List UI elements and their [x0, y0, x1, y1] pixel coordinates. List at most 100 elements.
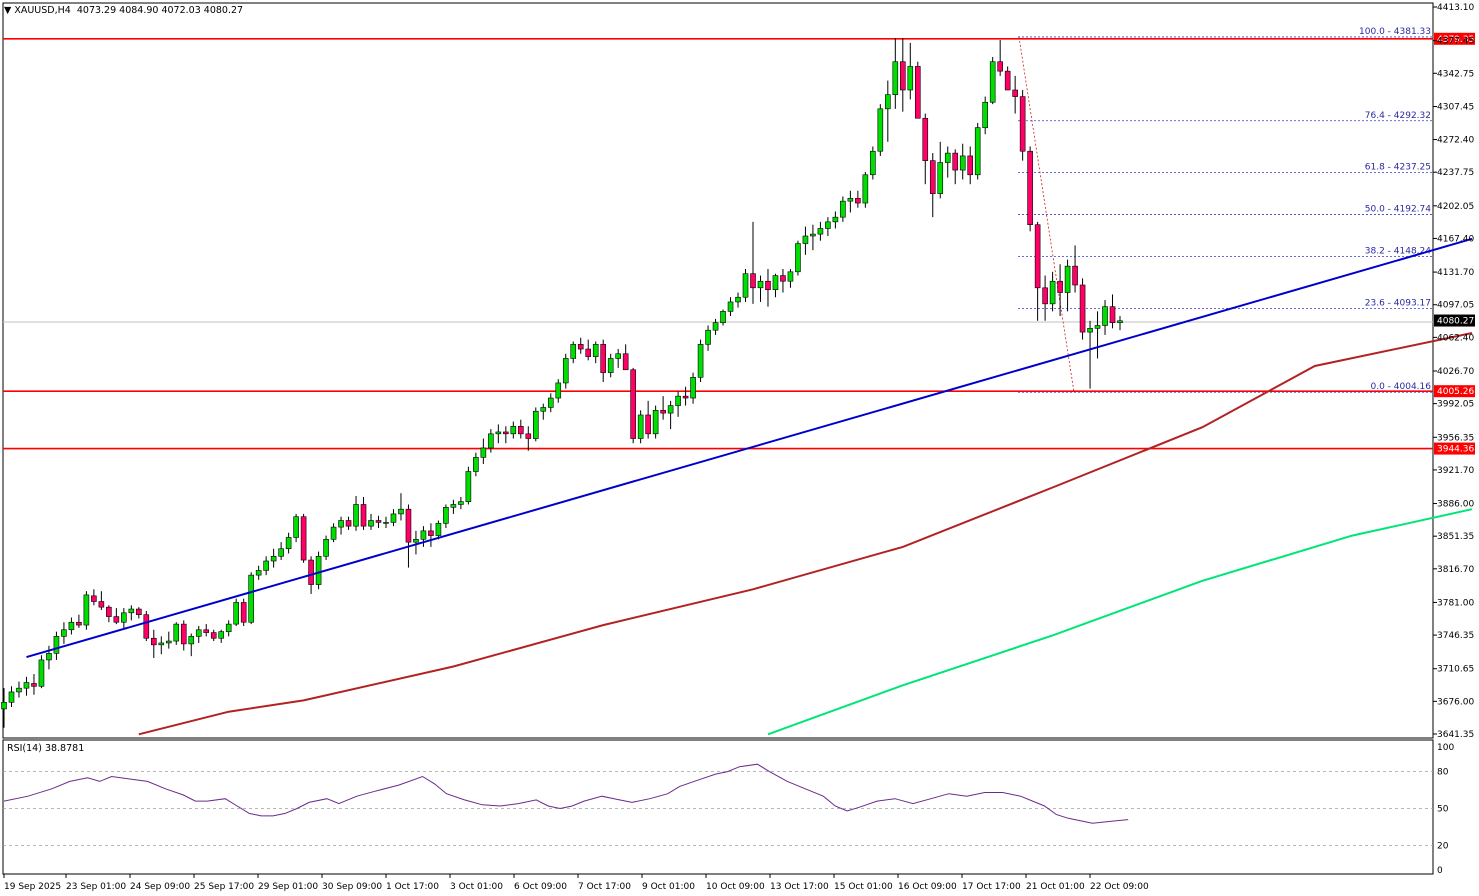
time-tick-label: 10 Oct 09:00 [706, 882, 765, 892]
candle-body [38, 659, 45, 687]
candle-body [76, 621, 82, 626]
candle-body [907, 66, 914, 91]
price-tick-label: 3886.00 [1437, 500, 1474, 510]
horizontal-levels: 4379.35 4005.26 3944.36 4080.27 [3, 32, 1475, 455]
header-triangle-icon[interactable]: ▼ [4, 5, 12, 16]
candle-body [1087, 328, 1093, 333]
price-tick-label: 4131.70 [1437, 268, 1474, 278]
time-tick-label: 6 Oct 09:00 [514, 882, 567, 892]
ascending-trendline[interactable] [26, 237, 1473, 659]
candle-body [877, 108, 884, 152]
candle-body [720, 311, 726, 323]
candle-body [825, 221, 831, 229]
candle-body [136, 608, 142, 615]
candle-body [375, 520, 382, 523]
candle-body [143, 614, 150, 639]
candle-body [518, 425, 524, 435]
candle-body [810, 233, 816, 237]
candle-body [210, 632, 217, 639]
candle-body [802, 235, 809, 244]
price-tick-label: 3641.35 [1437, 730, 1474, 740]
price-tick-label: 4342.75 [1437, 69, 1474, 79]
candle-body [637, 414, 644, 439]
candle-body [405, 508, 412, 543]
rsi-frame [2, 739, 1434, 875]
candle-body [255, 570, 262, 576]
candle-body [98, 601, 105, 608]
candle-body [997, 61, 1003, 72]
candle-body [1042, 287, 1048, 305]
candle-body [607, 358, 614, 373]
candle-body [562, 358, 569, 384]
candle-body [383, 522, 389, 524]
candle-body [982, 101, 988, 128]
price-tick-label: 3781.00 [1437, 598, 1474, 608]
candle-body [525, 433, 532, 439]
candle-body [480, 447, 487, 458]
candle-body [577, 344, 584, 350]
price-tick-label: 4237.75 [1437, 168, 1474, 178]
current-price-label: 4080.27 [1437, 317, 1474, 327]
price-tick-label: 3851.35 [1437, 532, 1474, 542]
rsi-tick-label: 50 [1437, 805, 1449, 815]
candle-body [750, 273, 756, 289]
price-tick-label: 4202.05 [1437, 202, 1474, 212]
candle-body [727, 301, 734, 312]
time-tick-label: 13 Oct 17:00 [770, 882, 829, 892]
price-tick-label: 3921.70 [1437, 466, 1474, 476]
price-tick-label: 3956.35 [1437, 433, 1474, 443]
candle-body [435, 523, 442, 536]
chart-header: ▼ XAUUSD,H4 4073.29 4084.90 4072.03 4080… [4, 5, 243, 16]
candle-body [188, 636, 195, 645]
time-tick-label: 19 Sep 2025 [4, 882, 61, 892]
price-tick-label: 4097.05 [1437, 301, 1474, 311]
candle-body [233, 602, 239, 625]
level-price-box [1434, 32, 1475, 45]
candle-body [712, 322, 719, 331]
candle-body [892, 61, 899, 96]
candle-body [622, 353, 629, 371]
candle-body [165, 640, 172, 644]
candle-body [458, 501, 464, 505]
level-price-box [1434, 385, 1475, 398]
candle-body [91, 595, 97, 602]
candle-body [53, 636, 60, 654]
candle-body [952, 152, 959, 171]
candle-body [195, 629, 202, 637]
level-price-label: 3944.36 [1437, 445, 1474, 455]
candle-body [46, 653, 52, 661]
candle-body [488, 433, 494, 449]
candle-body [855, 198, 861, 204]
candle-body [847, 198, 854, 202]
candle-body [630, 369, 636, 439]
candle-body [660, 409, 666, 414]
candle-body [248, 574, 254, 623]
candle-body [308, 559, 314, 585]
candle-body [173, 623, 180, 642]
candle-body [218, 631, 225, 639]
candle-body [23, 682, 30, 689]
fib-level-label: 23.6 - 4093.17 [1365, 298, 1431, 308]
candle-body [645, 414, 651, 435]
price-tick-label: 3816.70 [1437, 565, 1474, 575]
candle-body [398, 508, 404, 515]
trendline-group[interactable] [26, 237, 1473, 659]
candle-body [757, 280, 764, 289]
candle-body [832, 216, 839, 223]
time-tick-label: 16 Oct 09:00 [898, 882, 957, 892]
candle-body [278, 548, 284, 557]
candle-body [503, 431, 509, 435]
candle-body [1117, 320, 1123, 323]
price-tick-label: 3746.35 [1437, 631, 1474, 641]
candle-body [465, 471, 472, 502]
candle-body [203, 629, 210, 633]
candle-body [914, 66, 921, 119]
candle-body [772, 275, 779, 290]
time-tick-label: 21 Oct 01:00 [1026, 882, 1085, 892]
candle-body [570, 344, 577, 359]
candle-body [705, 329, 711, 345]
candle-body [1072, 265, 1078, 286]
candle-body [922, 117, 929, 161]
candle-body [765, 280, 771, 290]
